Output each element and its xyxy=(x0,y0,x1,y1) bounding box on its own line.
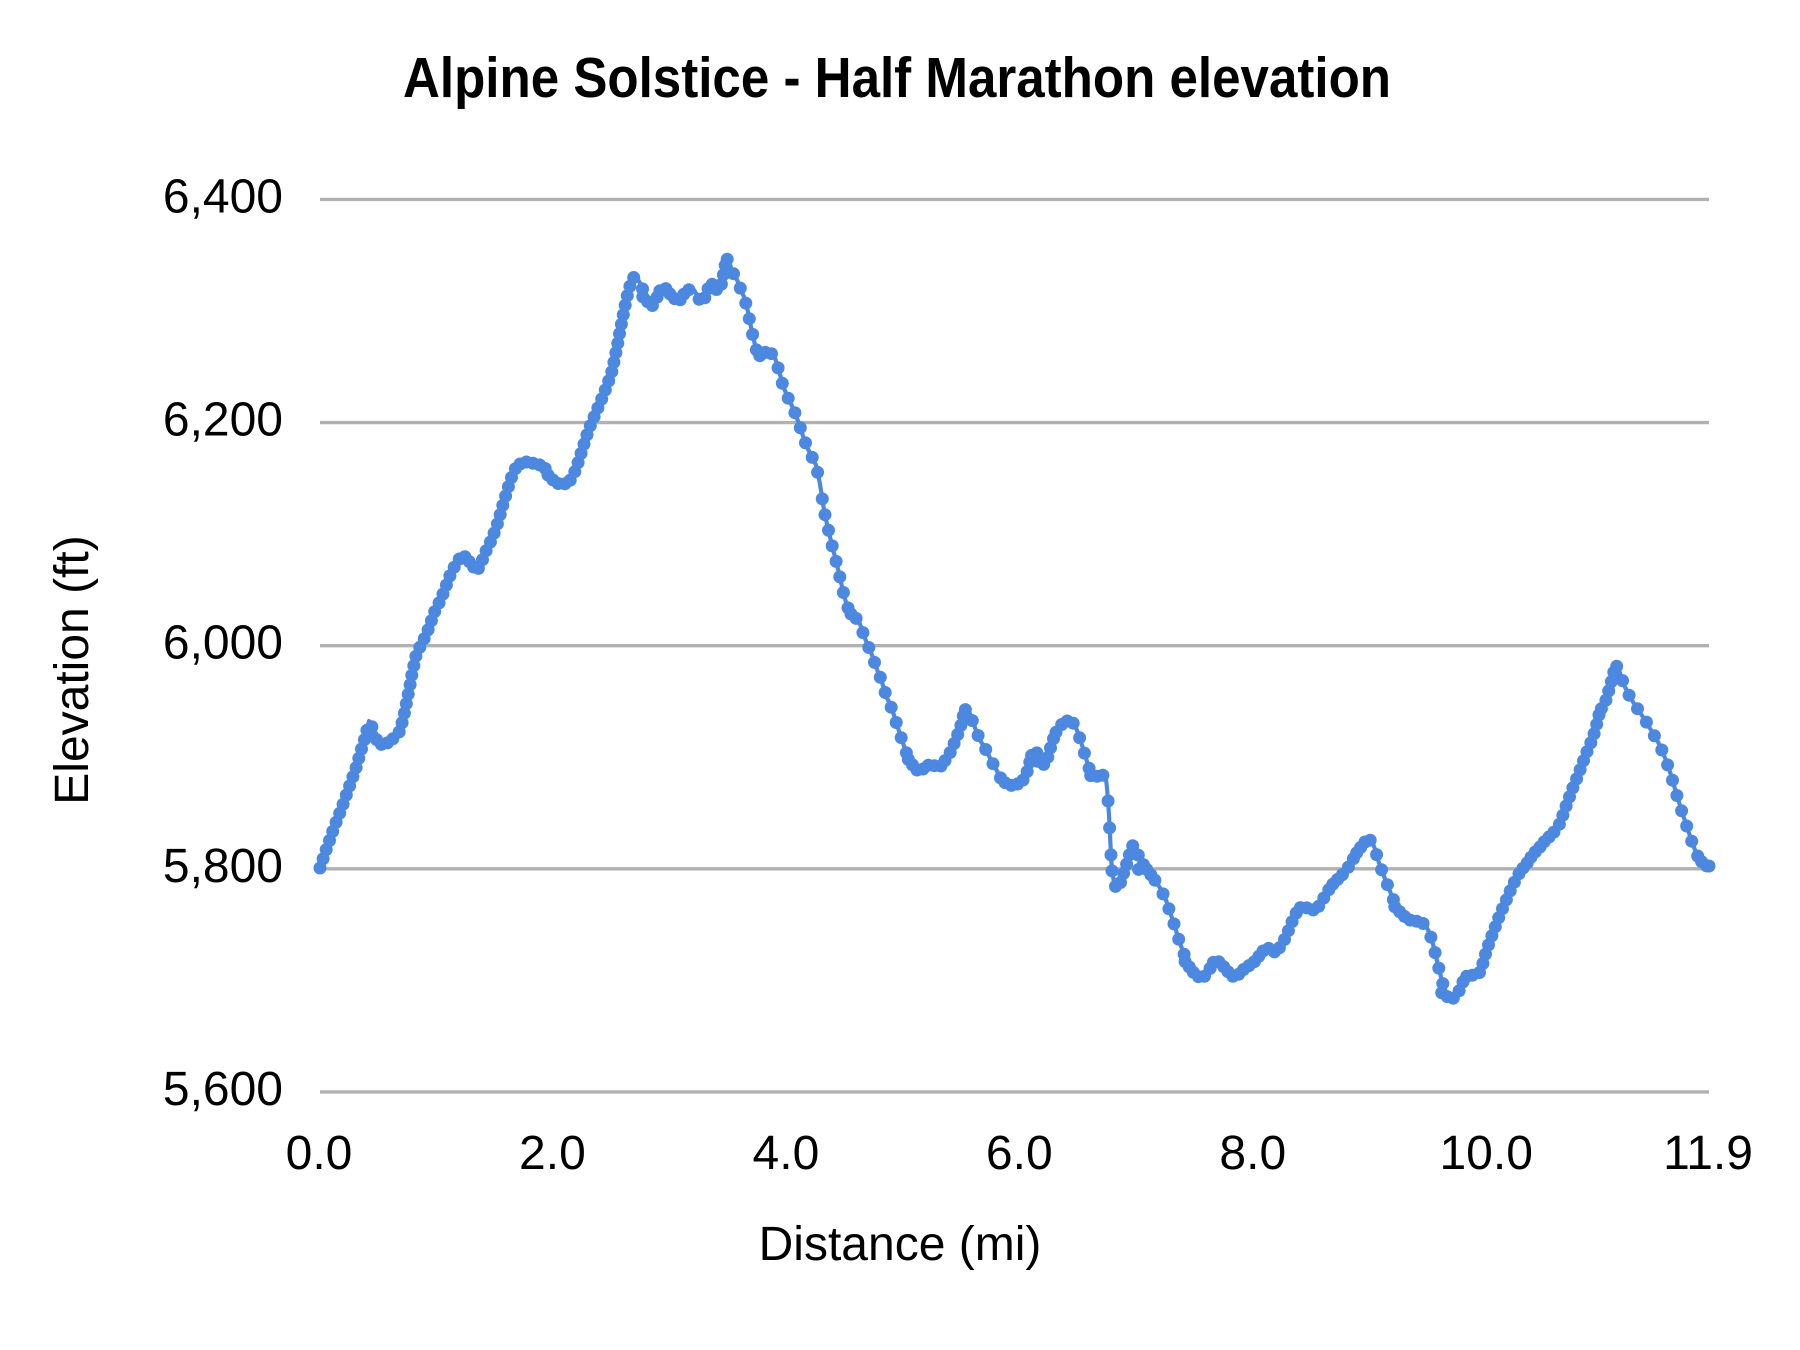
svg-text:6.0: 6.0 xyxy=(986,1127,1053,1180)
svg-text:6,000: 6,000 xyxy=(163,617,283,670)
svg-text:11.9: 11.9 xyxy=(1663,1127,1753,1180)
svg-text:Alpine Solstice - Half Maratho: Alpine Solstice - Half Marathon elevatio… xyxy=(403,46,1391,110)
svg-text:Distance (mi): Distance (mi) xyxy=(759,1218,1042,1271)
svg-text:4.0: 4.0 xyxy=(753,1127,820,1180)
svg-text:6,200: 6,200 xyxy=(163,394,283,447)
svg-text:5,800: 5,800 xyxy=(163,840,283,893)
svg-text:5,600: 5,600 xyxy=(163,1063,283,1116)
svg-text:2.0: 2.0 xyxy=(519,1127,586,1180)
svg-text:0.0: 0.0 xyxy=(286,1127,353,1180)
svg-text:10.0: 10.0 xyxy=(1439,1127,1532,1180)
svg-text:Elevation (ft): Elevation (ft) xyxy=(46,535,99,804)
svg-text:8.0: 8.0 xyxy=(1219,1127,1286,1180)
svg-text:6,400: 6,400 xyxy=(163,170,283,223)
